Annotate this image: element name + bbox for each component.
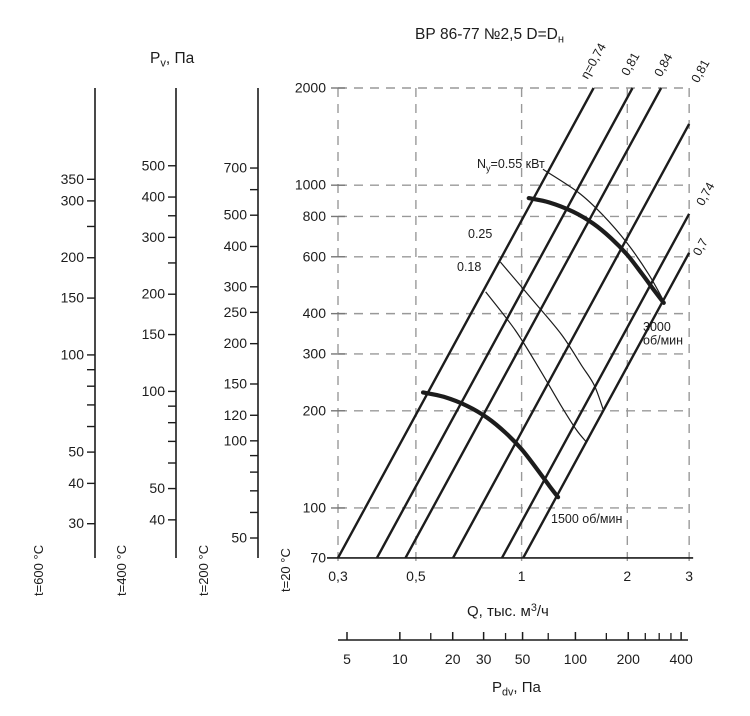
pdv-axis-title: Pdv, Па: [492, 679, 542, 699]
efficiency-line: [336, 87, 595, 559]
speed-curve: [420, 390, 561, 500]
scale-tick-label: 50: [231, 530, 247, 546]
y-tick-label: 800: [303, 208, 327, 224]
scale-tick-label: 50: [68, 444, 84, 460]
temperature-label: t=200 °C: [196, 545, 211, 596]
flow-axis: 0,3 0,5 1 2 3 Q, тыс. м3/ч: [327, 557, 693, 620]
x-tick-label: 2: [623, 568, 631, 584]
dynamic-pressure-axis: 5 10 20 30 50 100 200 400 Pdv, Па: [338, 632, 693, 699]
pdv-tick-label: 400: [669, 651, 693, 667]
scale-tick-label: 700: [224, 160, 248, 176]
efficiency-label: 0,7: [690, 236, 711, 258]
y-tick-label: 2000: [295, 80, 326, 96]
scale-tick-label: 30: [68, 515, 84, 531]
pdv-tick-label: 30: [476, 651, 492, 667]
pdv-tick-label: 100: [564, 651, 588, 667]
pdv-tick-label: 200: [617, 651, 641, 667]
scale-tick-label: 350: [61, 171, 85, 187]
scale-tick-label: 300: [61, 192, 85, 208]
scale-tick-label: 40: [68, 475, 84, 491]
scale-tick-label: 200: [142, 286, 166, 302]
power-curve-label: 0.18: [457, 260, 481, 274]
efficiency-line: [452, 123, 691, 559]
temperature-scale: t=20 °C: [278, 548, 293, 592]
efficiency-label: 0,81: [688, 57, 712, 85]
scale-tick-label: 150: [224, 375, 248, 391]
y-tick-label: 200: [303, 402, 327, 418]
y-tick-label: 400: [303, 305, 327, 321]
y-tick-label: 600: [303, 248, 327, 264]
power-curve-label: Nу=0.55 кВт: [477, 157, 545, 174]
pressure-axis-title: Pv, Па: [150, 50, 195, 70]
x-tick-label: 0,3: [328, 568, 348, 584]
efficiency-label: 0,74: [693, 180, 717, 208]
scale-tick-label: 50: [149, 480, 165, 496]
scale-tick-label: 400: [224, 238, 248, 254]
power-curve: [499, 261, 604, 411]
temperature-scale: 350 300 200 150 100 50 40 30 t=600 °C: [31, 88, 96, 596]
y-tick-label: 70: [310, 549, 326, 565]
scale-tick-label: 400: [142, 189, 166, 205]
speed-curve-label: 3000: [643, 320, 671, 334]
power-curve: [542, 168, 665, 303]
pdv-tick-label: 10: [392, 651, 408, 667]
scale-tick-label: 250: [224, 304, 248, 320]
efficiency-line: [375, 87, 634, 559]
power-curves: Nу=0.55 кВт 0.25 0.18: [457, 157, 665, 443]
scale-tick-label: 100: [224, 432, 248, 448]
scale-tick-label: 120: [224, 407, 248, 423]
page-title: ВР 86-77 №2,5 D=Dн: [415, 26, 564, 46]
temperature-scale: 500 400 300 200 150 100 50 40 t=400 °C: [114, 88, 177, 596]
y-tick-label: 300: [303, 345, 327, 361]
pdv-tick-label: 5: [343, 651, 351, 667]
efficiency-line: [404, 87, 663, 559]
efficiency-label: 0,84: [651, 51, 675, 79]
scale-tick-label: 200: [224, 335, 248, 351]
efficiency-label: 0,81: [618, 50, 642, 78]
x-tick-label: 0,5: [406, 568, 426, 584]
pdv-tick-label: 20: [445, 651, 461, 667]
flow-axis-title: Q, тыс. м3/ч: [467, 602, 549, 620]
scale-tick-label: 100: [142, 383, 166, 399]
scale-tick-label: 300: [224, 278, 248, 294]
scale-tick-label: 100: [61, 346, 85, 362]
temperature-label: t=400 °C: [114, 545, 129, 596]
scale-tick-label: 200: [61, 249, 85, 265]
temperature-label: t=600 °C: [31, 545, 46, 596]
efficiency-line: [500, 213, 691, 559]
scale-tick-label: 500: [142, 157, 166, 173]
speed-curve-label: 1500 об/мин: [551, 512, 622, 526]
scale-tick-label: 500: [224, 207, 248, 223]
efficiency-line: [522, 252, 691, 559]
y-tick-label: 100: [303, 499, 327, 515]
power-curve-label: 0.25: [468, 227, 492, 241]
speed-curve: [526, 195, 666, 305]
scale-tick-label: 40: [149, 511, 165, 527]
power-curve: [485, 291, 587, 443]
speed-curve-label: об/мин: [643, 334, 683, 348]
efficiency-label: η=0,74: [578, 41, 609, 82]
temperature-scale: 700 500 400 300 250 200 150 120 100 50 t=200 °C: [196, 88, 259, 596]
scale-tick-label: 300: [142, 229, 166, 245]
y-tick-label: 1000: [295, 177, 326, 193]
scale-tick-label: 150: [61, 290, 85, 306]
temperature-label: t=20 °C: [278, 548, 293, 592]
scale-tick-label: 150: [142, 326, 166, 342]
pdv-tick-label: 50: [515, 651, 531, 667]
x-tick-label: 3: [685, 568, 693, 584]
pressure-scale-20c: 2000 1000 800 600 400 300 200 100 70: [295, 80, 345, 565]
x-tick-label: 1: [518, 568, 526, 584]
